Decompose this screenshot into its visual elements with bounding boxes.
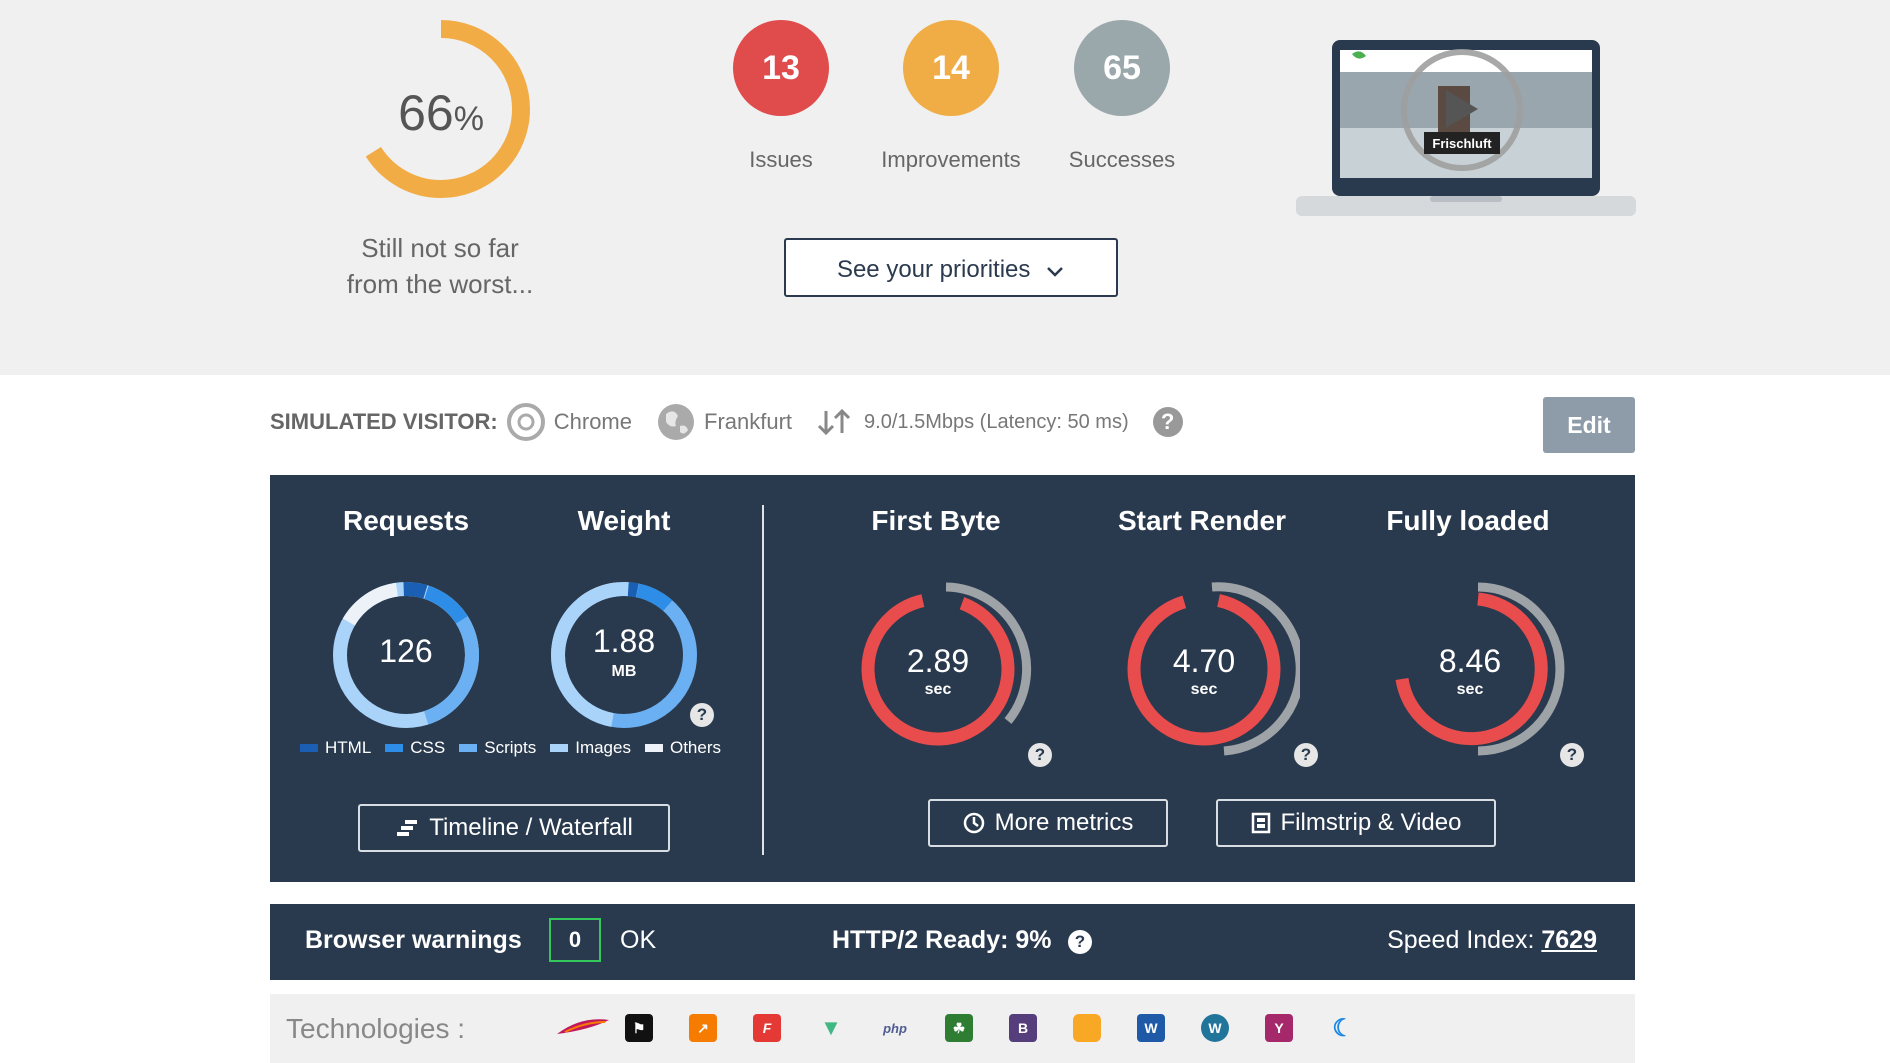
timeline-waterfall-button[interactable]: Timeline / Waterfall xyxy=(358,804,670,852)
warnings-bar: Browser warnings 0 OK HTTP/2 Ready: 9% ?… xyxy=(270,904,1635,980)
warnings-status: OK xyxy=(620,926,657,954)
technologies-bar: Technologies : ⚑ ↗ F ▼ php ☘ B W W Y ☾ xyxy=(270,994,1635,1063)
summary-section: 66% Still not so far from the worst... 1… xyxy=(0,0,1890,375)
browser-warnings-label: Browser warnings xyxy=(305,926,522,954)
visitor-help-icon[interactable]: ? xyxy=(1152,407,1183,437)
requests-donut xyxy=(333,582,479,728)
weight-value: 1.88 xyxy=(592,623,656,659)
weight-help-icon[interactable]: ? xyxy=(690,703,714,727)
speed-index: Speed Index: 7629 xyxy=(1387,926,1597,954)
chevron-down-icon xyxy=(1047,266,1063,277)
apache-icon[interactable] xyxy=(555,1014,611,1042)
wordpress-icon[interactable]: W xyxy=(1201,1014,1229,1042)
first-byte-help-icon[interactable]: ? xyxy=(1028,743,1052,767)
http2-status: HTTP/2 Ready: 9% xyxy=(832,926,1052,954)
start-render-help-icon[interactable]: ? xyxy=(1294,743,1318,767)
speed-index-link[interactable]: 7629 xyxy=(1541,926,1597,954)
see-priorities-button[interactable]: See your priorities xyxy=(784,238,1118,297)
fully-loaded-gauge xyxy=(1395,582,1565,756)
first-byte-gauge xyxy=(861,582,1032,746)
issues-badge[interactable]: 13 xyxy=(733,20,829,116)
vue-icon[interactable]: ▼ xyxy=(820,1015,842,1040)
score-ring xyxy=(352,20,530,198)
fully-loaded-unit: sec xyxy=(1456,681,1484,698)
page-preview[interactable]: Frischluft xyxy=(1296,38,1636,218)
start-render-gauge xyxy=(1127,582,1300,756)
technology-icons: ⚑ ↗ F ▼ php ☘ B W W Y ☾ xyxy=(555,1014,1393,1042)
connection-info: 9.0/1.5Mbps (Latency: 50 ms) xyxy=(816,407,1129,437)
robot-icon[interactable]: ☘ xyxy=(945,1014,973,1042)
technologies-label: Technologies : xyxy=(286,1013,466,1044)
weight-title: Weight xyxy=(577,505,671,536)
php-icon[interactable]: php xyxy=(883,1020,907,1036)
successes-label: Successes xyxy=(1068,147,1176,172)
word-icon[interactable]: W xyxy=(1137,1014,1165,1042)
first-byte-title: First Byte xyxy=(871,505,1001,536)
successes-badge[interactable]: 65 xyxy=(1074,20,1170,116)
clock-icon xyxy=(963,812,984,834)
improvements-label: Improvements xyxy=(881,147,1021,172)
start-render-unit: sec xyxy=(1190,681,1218,698)
first-byte-unit: sec xyxy=(924,681,952,698)
analytics-icon[interactable]: ↗ xyxy=(689,1014,717,1042)
edit-button[interactable]: Edit xyxy=(1543,397,1635,453)
metrics-panel: Requests Weight First Byte Start Render … xyxy=(270,475,1635,882)
preview-brand: Frischluft xyxy=(1432,136,1492,151)
fully-loaded-value: 8.46 xyxy=(1438,643,1502,679)
first-byte-value: 2.89 xyxy=(906,643,970,679)
location-info: Frankfurt xyxy=(656,402,792,442)
weight-donut xyxy=(551,582,697,728)
font-icon[interactable]: F xyxy=(753,1014,781,1042)
waterfall-icon xyxy=(397,820,418,836)
score-value: 66% xyxy=(398,85,484,141)
fully-loaded-help-icon[interactable]: ? xyxy=(1560,743,1584,767)
weight-unit: MB xyxy=(611,663,637,680)
warnings-count[interactable]: 0 xyxy=(549,918,601,962)
box-icon[interactable] xyxy=(1073,1014,1101,1042)
requests-legend: HTML CSS Scripts Images Others xyxy=(300,738,735,758)
http2-help-icon[interactable]: ? xyxy=(1068,930,1092,954)
browser-info: Chrome xyxy=(506,402,632,442)
up-down-arrows-icon xyxy=(817,408,851,436)
bootstrap-icon[interactable]: B xyxy=(1009,1014,1037,1042)
moon-icon[interactable]: ☾ xyxy=(1332,1014,1354,1042)
globe-icon xyxy=(658,404,694,440)
improvements-badge[interactable]: 14 xyxy=(903,20,999,116)
yoast-icon[interactable]: Y xyxy=(1265,1014,1293,1042)
simulated-visitor: SIMULATED VISITOR: Chrome Frankfurt 9.0/… xyxy=(270,397,1183,447)
start-render-title: Start Render xyxy=(1117,505,1287,536)
issues-label: Issues xyxy=(749,147,813,172)
requests-value: 126 xyxy=(379,633,433,669)
flag-icon[interactable]: ⚑ xyxy=(625,1014,653,1042)
film-icon xyxy=(1251,812,1270,834)
visitor-label: SIMULATED VISITOR: xyxy=(270,409,498,434)
filmstrip-video-button[interactable]: Filmstrip & Video xyxy=(1216,799,1496,847)
chrome-icon xyxy=(506,403,545,441)
requests-title: Requests xyxy=(342,505,470,536)
start-render-value: 4.70 xyxy=(1172,643,1236,679)
panel-divider xyxy=(762,505,764,855)
score-message: Still not so far from the worst... xyxy=(346,233,534,299)
play-icon[interactable] xyxy=(1446,90,1478,128)
more-metrics-button[interactable]: More metrics xyxy=(928,799,1168,847)
fully-loaded-title: Fully loaded xyxy=(1386,505,1550,536)
